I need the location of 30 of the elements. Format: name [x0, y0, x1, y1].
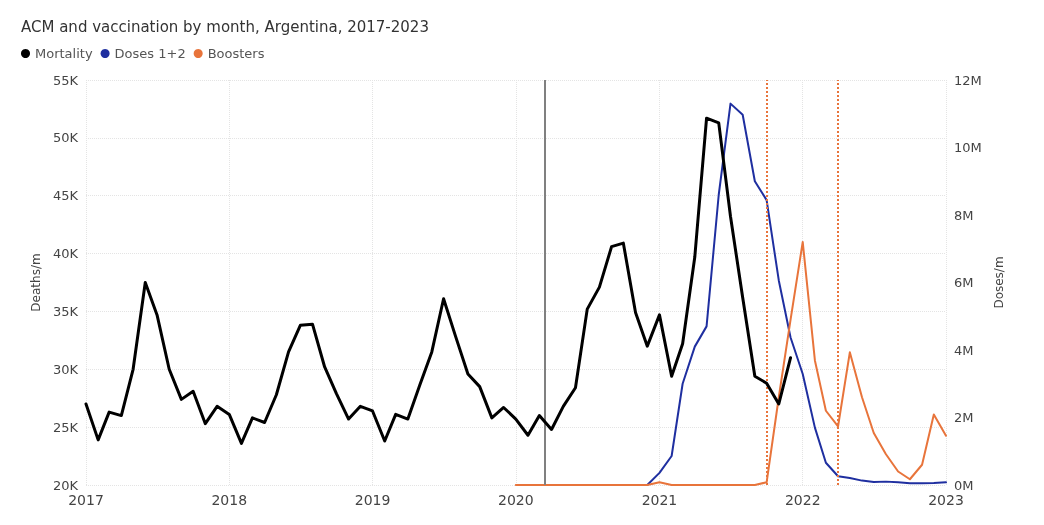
y2-tick-label: 10M: [954, 140, 982, 155]
y-tick-label: 20K: [52, 477, 79, 493]
legend-label: Mortality: [35, 46, 93, 61]
x-tick-label: 2019: [354, 492, 391, 508]
x-tick-label: 2023: [928, 492, 964, 508]
y2-tick-label: 12M: [954, 72, 982, 88]
y2-tick-label: 0M: [954, 477, 974, 493]
x-tick-label: 2022: [784, 492, 821, 508]
x-tick-label: 2021: [641, 492, 678, 508]
line-series: [646, 102, 947, 486]
chart-title: ACM and vaccination by month, Argentina, 2017-2023: [21, 17, 429, 36]
legend-label: Doses 1+2: [114, 46, 186, 61]
line-series: [84, 116, 793, 445]
y2-tick-label: 8M: [954, 207, 974, 223]
y2-axis-title: Doses/m: [991, 256, 1006, 309]
y-axis-title: Deaths/m: [29, 253, 43, 312]
x-tick-label: 2018: [211, 492, 248, 508]
y2-tick-label: 4M: [954, 342, 974, 358]
y2-tick-label: 2M: [954, 410, 974, 425]
legend-label: Boosters: [207, 46, 265, 61]
y-tick-label: 45K: [52, 188, 79, 204]
y-tick-label: 30K: [52, 361, 79, 377]
y2-tick-label: 6M: [954, 275, 974, 290]
x-tick-label: 2017: [68, 492, 104, 508]
y-tick-label: 55K: [52, 72, 79, 88]
y-tick-label: 35K: [52, 303, 79, 319]
x-tick-label: 2020: [497, 492, 534, 508]
y-tick-label: 50K: [52, 130, 79, 146]
y-tick-label: 25K: [52, 419, 79, 435]
y-tick-label: 40K: [52, 246, 79, 262]
